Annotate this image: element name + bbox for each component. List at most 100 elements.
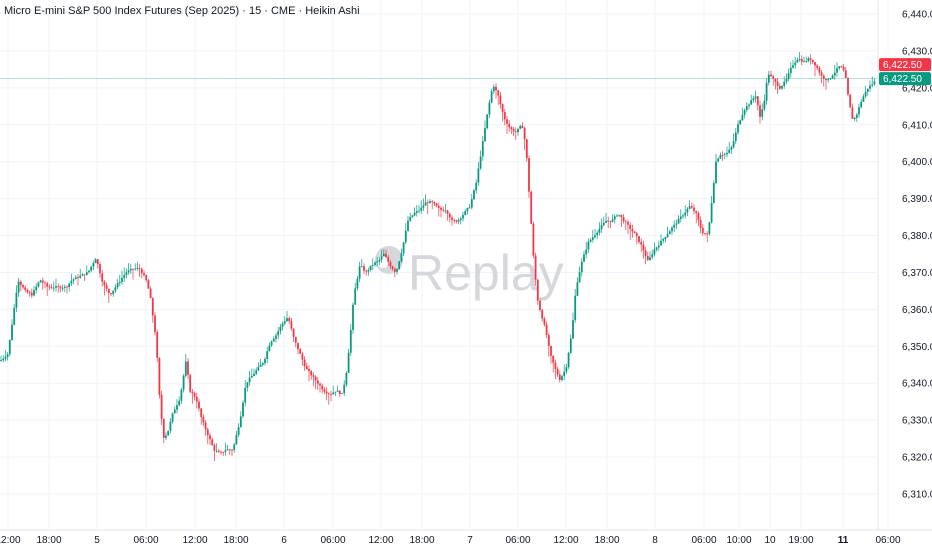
candle-body [631,228,634,232]
candle-body [202,417,205,423]
candle-body [620,214,623,218]
candle-body [59,286,62,289]
candle-body [563,371,566,377]
candle-body [789,67,792,74]
candle-body [752,98,755,101]
candle-body [44,282,46,284]
candle-body [180,389,183,401]
x-axis[interactable]: 12:00 18:00 5 06:00 12:00 18:00 6 06:00 12:00 18:… [0,529,932,546]
candle-body [264,358,266,364]
y-tick-label: 6,370.00 [902,268,932,279]
candle-body [818,67,821,73]
candle-body [404,230,407,243]
candle-body [407,220,409,231]
candle-body [567,353,570,368]
candle-body [869,85,871,89]
x-tick-label: 06:00 [133,535,158,546]
price-label-text: 6,422.50 [883,60,922,71]
watermark-text: Replay [408,245,564,301]
candle-body [2,358,5,361]
candle-body [596,232,599,236]
candle-body [662,239,665,241]
candle-body [855,114,858,118]
candle-body [706,233,709,235]
candle-body [444,210,447,212]
candle-body [105,285,108,289]
candle-body [323,389,326,392]
candle-body [226,449,229,451]
candle-body [589,239,592,242]
candle-body [257,366,260,371]
candle-body [816,65,819,68]
y-axis[interactable]: 6,440.00 6,430.00 6,420.00 6,410.00 6,400.00… [877,0,932,530]
candle-body [191,391,194,394]
candle-body [649,257,651,260]
candle-body [730,147,733,150]
candle-body [338,390,341,395]
candle-body [154,315,156,333]
candle-body [448,213,451,218]
candle-body [543,318,546,325]
x-tick-label: 19:00 [788,535,813,546]
candle-body [312,375,315,377]
price-label-box [879,58,931,72]
candle-body [360,266,363,268]
candle-body [270,341,273,346]
candle-body [66,286,68,288]
candle-body [37,282,40,287]
candle-body [873,81,876,85]
candle-body [136,268,139,270]
candle-body [690,206,693,208]
candle-body [657,245,660,248]
candle-body [325,391,328,394]
candle-body [195,396,198,402]
candle-body [310,371,313,376]
candle-body [255,370,258,374]
candle-body [587,241,590,250]
candle-body [616,215,618,217]
candle-body [836,68,838,73]
candle-body [237,427,240,435]
candle-body [574,295,577,321]
candle-body [787,73,790,79]
candle-body [745,106,748,111]
candle-body [743,110,746,115]
candle-body [708,222,711,235]
candle-body [55,286,57,288]
candle-body [24,287,27,290]
candle-body [178,400,181,406]
candle-body [715,161,717,184]
candle-body [114,287,117,291]
candle-body [776,81,779,86]
x-tick-label: 18:00 [409,535,434,546]
candle-body [145,275,148,281]
candle-body [673,224,676,228]
candle-body [866,88,869,92]
candle-body [279,326,282,332]
candle-body [440,207,442,210]
candle-body [96,259,99,265]
candle-body [213,445,216,451]
candle-body [481,141,484,157]
y-tick-label: 6,440.00 [902,10,932,21]
candle-body [81,274,84,276]
candle-body [710,203,713,223]
candle-body [6,354,9,358]
candle-body [822,75,825,79]
candle-body [748,104,750,107]
candle-body [396,269,398,272]
candle-body [189,374,192,392]
candle-body [50,287,53,289]
candle-body [88,270,90,273]
x-tick-label: 06:00 [320,535,345,546]
x-tick-label: 10:00 [726,535,751,546]
candle-body [862,96,865,102]
candle-body [611,219,614,222]
candle-body [488,102,491,115]
candle-body [336,390,339,392]
candle-body [206,429,209,436]
candle-body [607,220,610,222]
candle-body [39,280,42,283]
